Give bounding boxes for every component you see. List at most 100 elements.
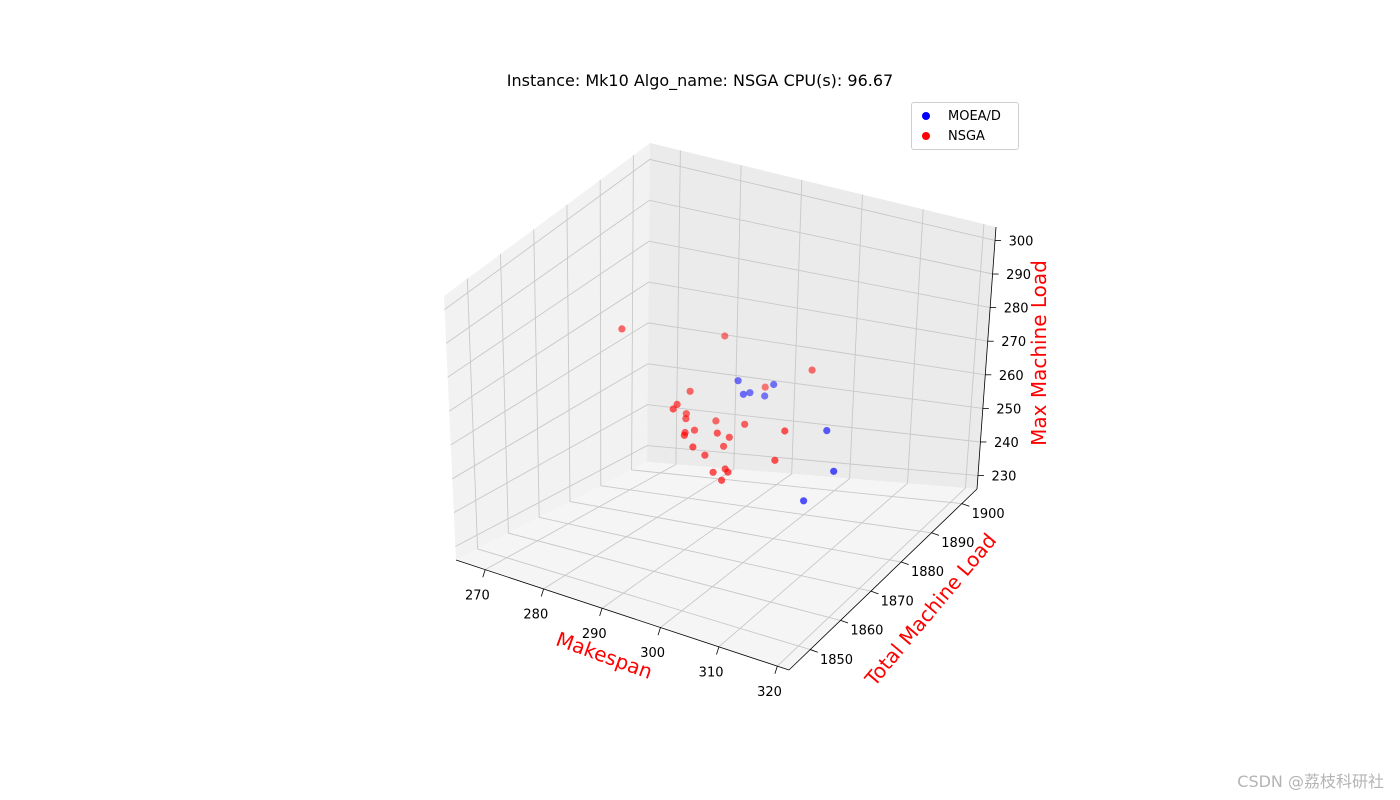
point-nsga-18: [713, 429, 721, 437]
x-tick-300-label: 300: [640, 646, 665, 661]
legend-marker-nsga: [922, 132, 930, 140]
point-nsga-23: [718, 476, 726, 484]
gridline-y: [599, 179, 932, 534]
point-nsga-22: [709, 468, 717, 476]
point-nsga-14: [680, 431, 689, 439]
y-tick-1900-tick: [961, 503, 970, 507]
gridline-x: [484, 150, 681, 570]
gridline-x: [718, 209, 924, 648]
gridline-z: [452, 363, 983, 480]
y-tick-1890-label: 1890: [941, 536, 974, 551]
point-nsga-2: [761, 383, 769, 391]
x-tick-310-label: 310: [699, 666, 724, 681]
point-moead-7: [770, 380, 778, 389]
z-tick-280-label: 280: [1004, 302, 1029, 317]
y-tick-1900-label: 1900: [972, 507, 1005, 522]
point-moead-1: [823, 427, 831, 435]
z-tick-240-label: 240: [994, 436, 1019, 451]
y-tick-1860-label: 1860: [850, 624, 883, 639]
point-moead-3: [734, 377, 742, 385]
x-tick-300-tick: [657, 627, 661, 636]
x-axis-line: [455, 559, 790, 671]
point-moead-4: [739, 390, 748, 398]
point-moead-5: [746, 389, 754, 397]
z-tick-300-label: 300: [1009, 234, 1034, 249]
axis-lines: [455, 226, 997, 671]
z-tick-270-label: 270: [1001, 335, 1026, 350]
point-nsga-1: [721, 332, 729, 340]
watermark: CSDN @荔枝科研社: [1237, 772, 1384, 791]
point-nsga-0: [808, 366, 816, 374]
legend-marker-moead: [922, 112, 930, 120]
pane-back: [647, 143, 996, 489]
gridline-x: [660, 194, 863, 628]
gridline-z: [450, 322, 986, 446]
point-moead-2: [830, 467, 838, 475]
grid-lines: [444, 150, 996, 667]
point-nsga-16: [701, 451, 709, 459]
x-tick-270-tick: [482, 569, 486, 578]
point-nsga-6: [686, 387, 694, 395]
point-nsga-12: [712, 417, 720, 425]
gridline-z: [445, 199, 993, 344]
y-tick-1850-label: 1850: [820, 653, 853, 668]
point-nsga-9: [682, 415, 690, 423]
chart-title: Instance: Mk10 Algo_name: NSGA CPU(s): 9…: [506, 71, 894, 90]
point-nsga-10: [669, 405, 677, 413]
point-nsga-5: [618, 325, 626, 333]
point-nsga-24: [724, 468, 732, 476]
point-moead-6: [761, 392, 769, 400]
x-tick-270-label: 270: [465, 588, 490, 603]
y-tick-1890-tick: [931, 532, 940, 536]
data-points: [618, 325, 838, 505]
x-tick-290-label: 290: [582, 627, 607, 642]
y-tick-1880-label: 1880: [911, 565, 944, 580]
x-tick-280-label: 280: [523, 608, 548, 623]
z-axis-label: Max Machine Load: [1027, 260, 1051, 446]
x-tick-320-label: 320: [757, 685, 782, 700]
gridline-z: [455, 445, 979, 547]
y-tick-1870-label: 1870: [881, 594, 914, 609]
tick-labels: 270 280 290 300 310 320 1850 1860 1870 1880 1890 19…: [465, 234, 1033, 699]
y-tick-1850-tick: [810, 649, 818, 653]
point-moead-0: [800, 497, 808, 505]
z-tick-290-label: 290: [1006, 268, 1031, 283]
legend-label-moead: MOEA/D: [948, 108, 1001, 124]
gridline-z: [453, 404, 981, 513]
gridline-y: [631, 155, 962, 505]
gridline-x: [601, 179, 803, 609]
point-nsga-3: [781, 427, 789, 435]
axis-panes: [444, 143, 996, 670]
point-nsga-20: [741, 420, 749, 428]
tick-marks: [482, 240, 1002, 674]
gridline-y: [466, 278, 811, 651]
gridline-x: [776, 224, 985, 667]
gridline-z: [448, 281, 988, 412]
x-tick-310-tick: [716, 646, 720, 655]
x-tick-280-tick: [540, 588, 545, 597]
z-tick-230-label: 230: [992, 470, 1017, 485]
y-tick-1880-tick: [901, 561, 909, 566]
y-tick-1870-tick: [870, 590, 879, 595]
gridline-y: [566, 204, 902, 563]
point-nsga-13: [690, 426, 699, 434]
point-nsga-15: [689, 443, 697, 451]
point-nsga-19: [725, 433, 733, 441]
gridline-y: [500, 253, 841, 621]
z-tick-260-label: 260: [999, 369, 1024, 384]
pane-left: [444, 143, 650, 560]
legend-label-nsga: NSGA: [948, 128, 985, 144]
z-axis-line: [976, 226, 997, 490]
legend-item-nsga: NSGA: [922, 126, 985, 146]
x-tick-320-tick: [774, 666, 778, 674]
point-nsga-17: [720, 442, 728, 450]
legend: MOEA/D NSGA: [911, 102, 1019, 150]
gridline-z: [447, 240, 991, 378]
gridline-x: [543, 165, 742, 590]
y-axis-line: [788, 488, 978, 671]
y-tick-1860-tick: [840, 619, 849, 624]
point-nsga-4: [771, 456, 779, 464]
legend-item-moead: MOEA/D: [922, 106, 1001, 126]
